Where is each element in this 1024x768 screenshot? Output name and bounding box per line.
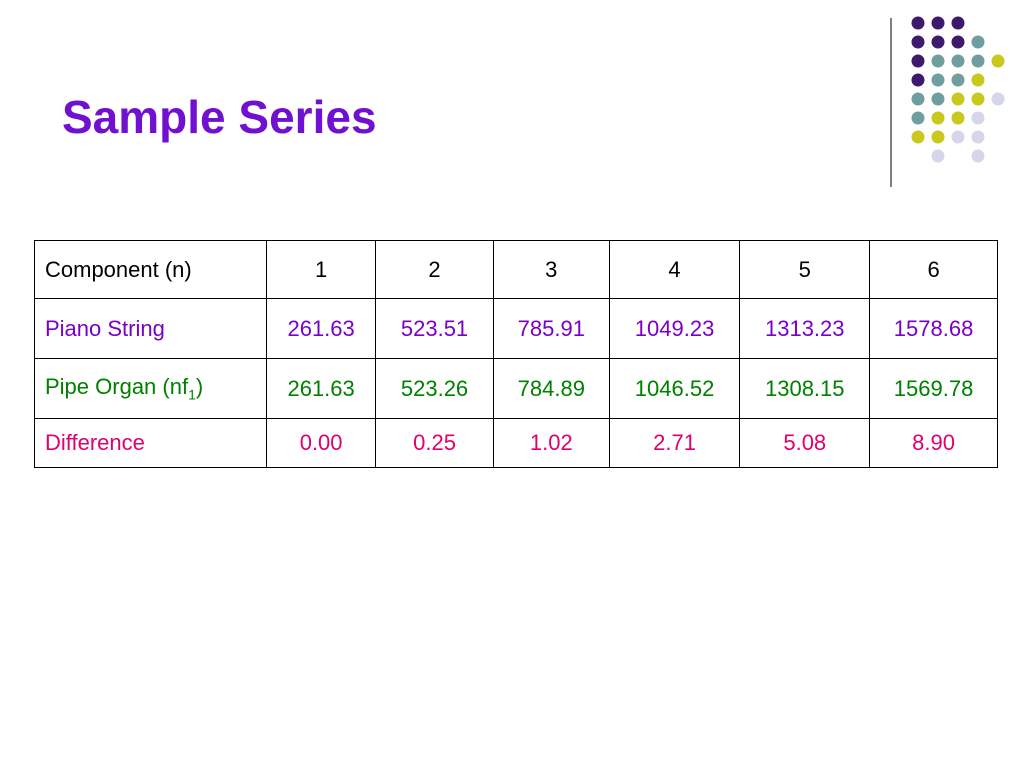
deco-dot	[951, 92, 965, 106]
value-cell: 1049.23	[608, 298, 741, 359]
deco-dot	[971, 130, 985, 144]
label-text: Difference	[45, 430, 145, 455]
header-cell: 2	[375, 240, 494, 299]
deco-dot	[971, 35, 985, 49]
value-cell: 1578.68	[869, 298, 998, 359]
value-cell: 5.08	[739, 418, 871, 468]
header-cell: 3	[492, 240, 610, 299]
deco-dot	[951, 16, 965, 30]
deco-dot	[971, 92, 985, 106]
value-cell: 261.63	[266, 298, 377, 359]
deco-dot	[931, 92, 945, 106]
value-cell: 2.71	[608, 418, 741, 468]
value-cell: 523.51	[375, 298, 494, 359]
value-cell: 1308.15	[739, 358, 871, 419]
value-cell: 8.90	[869, 418, 998, 468]
deco-dot	[911, 73, 925, 87]
deco-dot	[991, 92, 1005, 106]
value-cell: 1.02	[492, 418, 610, 468]
label-text: Piano String	[45, 315, 165, 341]
label-subscript: 1	[188, 386, 196, 403]
value-cell: 784.89	[492, 358, 610, 419]
deco-dot	[991, 54, 1005, 68]
value-cell: 1313.23	[739, 298, 871, 359]
deco-dot	[911, 35, 925, 49]
value-cell: 1569.78	[869, 358, 998, 419]
value-cell: 261.63	[266, 358, 377, 419]
deco-dot	[911, 130, 925, 144]
deco-dot	[931, 73, 945, 87]
deco-dot	[931, 130, 945, 144]
value-cell: 0.25	[375, 418, 494, 468]
value-cell: 523.26	[375, 358, 494, 419]
header-cell: 4	[608, 240, 741, 299]
header-cell: Component (n)	[33, 240, 268, 299]
deco-dot	[951, 111, 965, 125]
deco-dot	[931, 54, 945, 68]
row-label: Difference	[33, 418, 268, 468]
deco-dot	[971, 111, 985, 125]
deco-dot	[911, 16, 925, 30]
header-row: Component (n) 1 2 3 4 5 6	[33, 240, 998, 299]
header-cell: 6	[869, 240, 998, 299]
table-row: Piano String 261.63 523.51 785.91 1049.23 131…	[33, 298, 998, 359]
deco-dot	[951, 54, 965, 68]
label-text: Pipe Organ (nf	[45, 374, 189, 400]
slide-title: Sample Series	[62, 91, 377, 143]
deco-dot	[951, 130, 965, 144]
deco-dot	[971, 73, 985, 87]
deco-dot	[951, 73, 965, 87]
deco-dot	[911, 54, 925, 68]
value-cell: 1046.52	[608, 358, 741, 419]
deco-dot	[911, 92, 925, 106]
value-cell: 785.91	[492, 298, 610, 359]
label-text: )	[195, 374, 204, 400]
table-row: Pipe Organ (nf1) 261.63 523.26 784.89 1046.5…	[33, 358, 998, 419]
row-label: Piano String	[33, 298, 268, 359]
header-cell: 5	[739, 240, 871, 299]
row-label: Pipe Organ (nf1)	[33, 358, 268, 419]
table-row: Difference 0.00 0.25 1.02 2.71 5.08 8.90	[33, 418, 998, 468]
deco-dot	[971, 54, 985, 68]
deco-dot	[931, 16, 945, 30]
deco-dot	[931, 111, 945, 125]
deco-dot	[951, 35, 965, 49]
data-table: Component (n) 1 2 3 4 5 6 Piano String 261.63 523…	[33, 240, 998, 468]
decoration	[890, 16, 1005, 187]
deco-dot	[911, 111, 925, 125]
header-cell: 1	[266, 240, 377, 299]
value-cell: 0.00	[266, 418, 377, 468]
deco-dot	[931, 35, 945, 49]
deco-dot	[931, 149, 945, 163]
deco-dot	[971, 149, 985, 163]
